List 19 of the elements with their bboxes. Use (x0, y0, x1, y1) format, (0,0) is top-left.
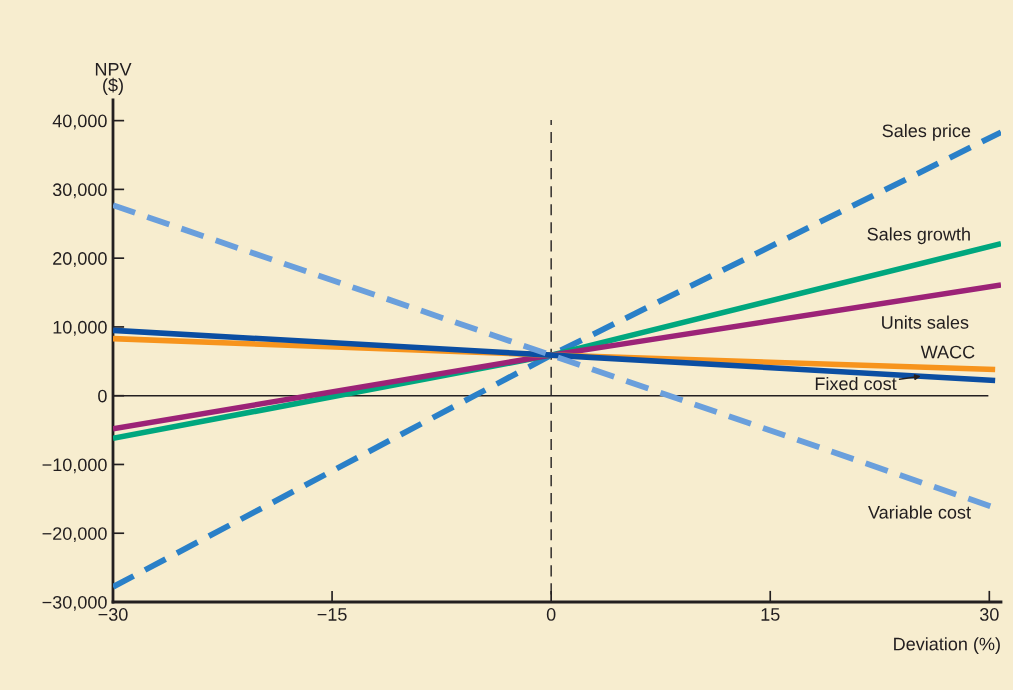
x-tick-label: 15 (761, 608, 780, 621)
x-tick-label: −15 (317, 608, 347, 621)
y-tick-label: 10,000 (53, 320, 107, 336)
series-label: Sales growth (867, 227, 970, 245)
series-label: Variable cost (868, 505, 971, 519)
series-label: Sales price (882, 123, 971, 141)
y-tick-label: 20,000 (53, 252, 107, 268)
x-tick-label: 0 (546, 608, 556, 621)
y-tick-label: 0 (98, 389, 107, 403)
y-tick-label: 30,000 (52, 183, 107, 199)
series-label: Units sales (882, 315, 969, 329)
y-tick-label: −10,000 (42, 458, 107, 474)
x-axis-title: Deviation (%) (894, 637, 1000, 654)
y-tick-label: −20,000 (42, 527, 107, 543)
y-tick-label: 40,000 (52, 114, 107, 130)
x-tick-label: 30 (979, 608, 999, 621)
series-label: WACC (920, 345, 975, 359)
series-label: Fixed cost (815, 376, 897, 391)
y-axis-title: NPV ($) (95, 63, 132, 95)
